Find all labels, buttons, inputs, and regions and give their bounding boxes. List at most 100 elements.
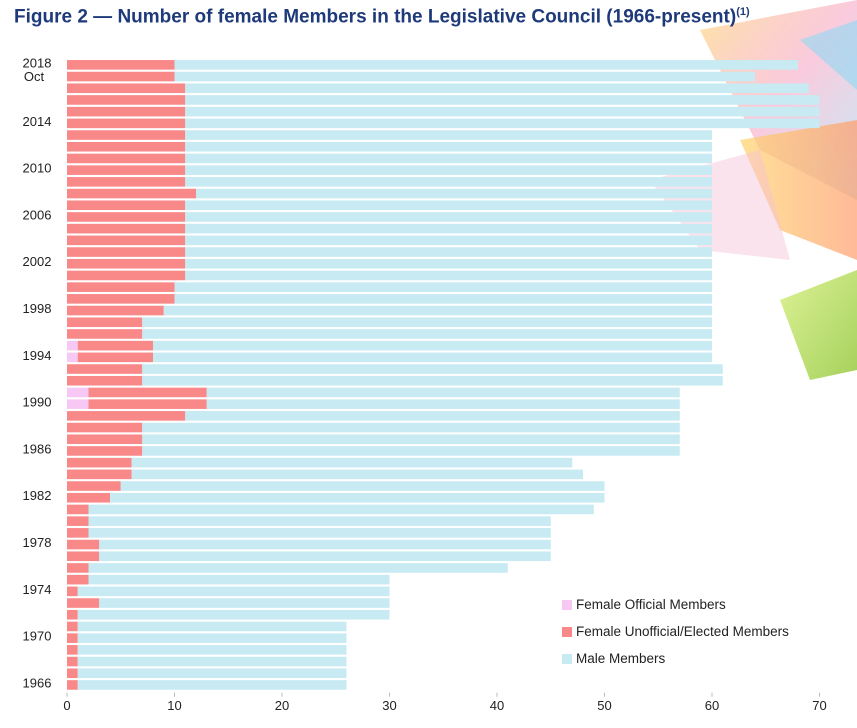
bar-male [174, 282, 712, 292]
bar-male [110, 492, 605, 503]
x-tick-label: 0 [63, 698, 70, 713]
bar-male [142, 434, 680, 445]
bar-male [185, 95, 820, 105]
bar-female-unofficial [67, 130, 186, 140]
bar-male [163, 305, 712, 316]
legend-entry: Male Members [576, 651, 666, 666]
bar-female-unofficial [67, 609, 78, 620]
deco-shape [740, 120, 857, 260]
legend-swatch [562, 654, 572, 664]
bar-female-unofficial [67, 551, 100, 562]
y-tick-label: 1974 [23, 582, 52, 597]
y-tick-label: 1990 [23, 395, 52, 410]
bar-female-unofficial [67, 106, 186, 117]
bar-female-unofficial [67, 282, 175, 292]
deco-shape [780, 270, 857, 380]
bar-male [185, 130, 712, 140]
bar-male [88, 563, 508, 573]
bar-female-unofficial [67, 177, 186, 187]
bar-female-unofficial [77, 352, 153, 363]
bar-female-unofficial [67, 364, 143, 374]
legend-swatch [562, 627, 572, 637]
bar-male [77, 680, 347, 690]
bar-female-unofficial [67, 563, 89, 573]
bar-male [99, 551, 551, 562]
y-tick-label: 2010 [23, 161, 52, 176]
bar-male [185, 223, 712, 234]
bar-male [142, 317, 712, 328]
bar-female-unofficial [67, 305, 164, 316]
bar-female-unofficial [67, 457, 132, 468]
bar-female-unofficial [67, 598, 100, 608]
bar-female-unofficial [67, 668, 78, 679]
bar-male [142, 364, 723, 374]
bar-male [88, 528, 551, 538]
bar-male [77, 586, 390, 597]
bar-female-unofficial [67, 294, 175, 304]
bar-male [185, 258, 712, 269]
bar-male [77, 668, 347, 679]
bar-female-unofficial [67, 212, 186, 222]
bar-female-unofficial [67, 329, 143, 339]
bar-male [77, 656, 347, 667]
bar-male [120, 481, 605, 491]
bar-male [77, 645, 347, 655]
bar-male [88, 516, 551, 526]
bar-female-unofficial [67, 492, 110, 503]
x-tick-label: 70 [812, 698, 826, 713]
bar-female-unofficial [67, 270, 186, 281]
bar-male [185, 247, 712, 257]
bar-female-unofficial [67, 200, 186, 211]
bar-male [131, 457, 573, 468]
bar-female-unofficial [67, 141, 186, 152]
y-tick-label: 2014 [23, 114, 52, 129]
bar-male [185, 200, 712, 211]
deco-shape [800, 20, 857, 90]
chart-title: Figure 2 — Number of female Members in t… [14, 6, 750, 28]
bar-male [142, 375, 723, 386]
bar-male [196, 188, 712, 199]
y-tick-label: 2002 [23, 254, 52, 269]
bar-female-unofficial [67, 317, 143, 328]
bar-male [153, 340, 712, 351]
chart-title-note: (1) [736, 6, 750, 18]
legend-entry: Female Official Members [576, 597, 726, 612]
bar-female-unofficial [67, 504, 89, 515]
bar-female-unofficial [67, 153, 186, 164]
bar-female-unofficial [67, 375, 143, 386]
bar-male [185, 106, 820, 117]
bar-female-unofficial [67, 528, 89, 538]
bar-female-unofficial [67, 258, 186, 269]
y-tick-label: 2018 [23, 55, 52, 70]
bar-male [142, 446, 680, 456]
bar-female-unofficial [88, 399, 207, 409]
bar-female-official [67, 399, 89, 409]
bar-male [206, 387, 680, 398]
y-tick-label: 1978 [23, 535, 52, 550]
bar-male [206, 399, 680, 409]
bar-male [185, 212, 712, 222]
bar-male [185, 141, 712, 152]
bar-female-official [67, 340, 78, 351]
y-tick-label: Oct [24, 69, 45, 84]
bar-female-unofficial [67, 60, 175, 70]
bar-female-unofficial [67, 118, 186, 129]
bar-female-official [67, 387, 89, 398]
x-tick-label: 10 [167, 698, 181, 713]
bar-female-unofficial [67, 95, 186, 105]
legend-entry: Female Unofficial/Elected Members [576, 624, 789, 639]
bar-female-unofficial [88, 387, 207, 398]
bar-female-unofficial [67, 586, 78, 597]
bar-male [99, 539, 551, 550]
bar-female-unofficial [67, 645, 78, 655]
bar-female-unofficial [67, 223, 186, 234]
bar-male [174, 71, 755, 82]
bar-female-unofficial [67, 656, 78, 667]
bar-male [174, 60, 798, 70]
bar-female-unofficial [67, 235, 186, 246]
y-tick-label: 2006 [23, 207, 52, 222]
bar-female-unofficial [67, 247, 186, 257]
bar-female-unofficial [67, 165, 186, 175]
bar-female-unofficial [67, 469, 132, 480]
bar-female-unofficial [67, 621, 78, 632]
